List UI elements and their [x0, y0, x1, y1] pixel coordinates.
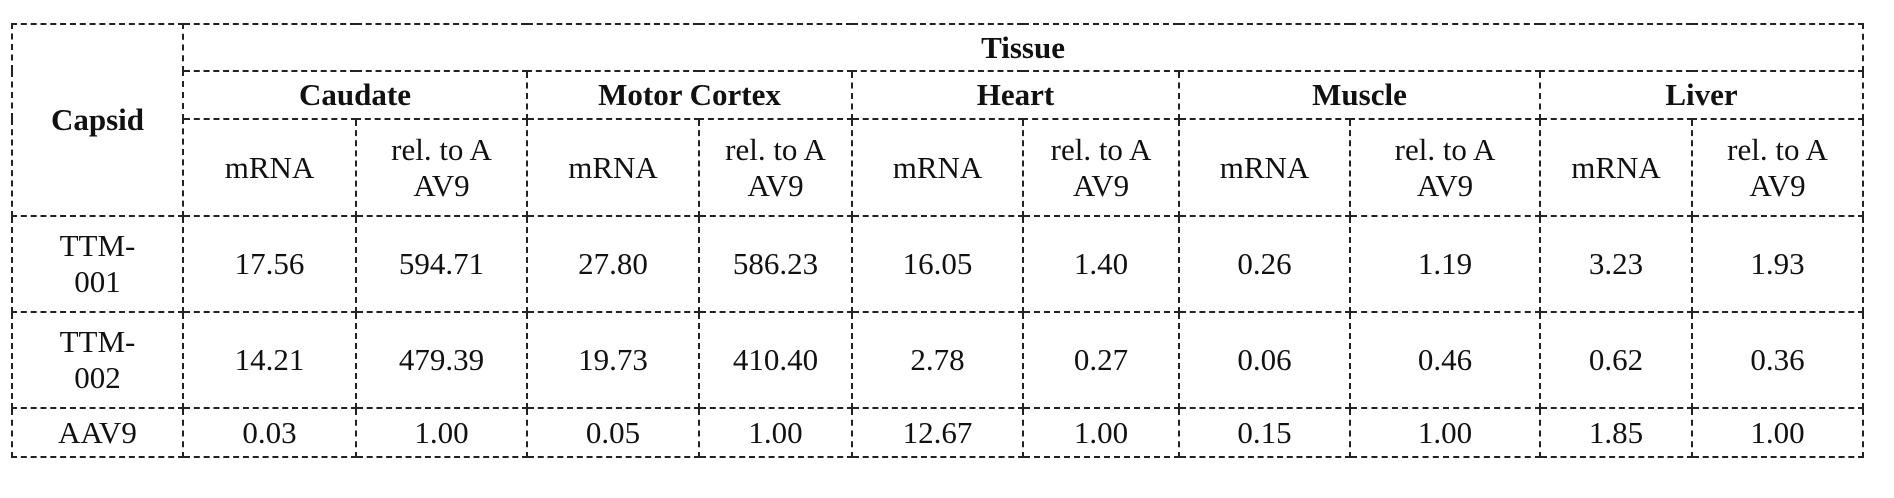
tissue-header: Tissue	[183, 24, 1863, 71]
capsid-header: Capsid	[12, 24, 183, 216]
value-cell: 1.40	[1023, 216, 1179, 312]
value-cell: 1.00	[356, 408, 527, 457]
value-cell: 1.93	[1692, 216, 1863, 312]
value-cell: 2.78	[852, 312, 1023, 408]
value-cell: 586.23	[699, 216, 852, 312]
value-cell: 19.73	[527, 312, 699, 408]
heart-rel-header: rel. to AAV9	[1023, 119, 1179, 216]
table-row: TTM-001 17.56 594.71 27.80 586.23 16.05 …	[12, 216, 1863, 312]
heart-mrna-header: mRNA	[852, 119, 1023, 216]
value-cell: 1.85	[1540, 408, 1692, 457]
value-cell: 0.06	[1179, 312, 1350, 408]
value-cell: 0.26	[1179, 216, 1350, 312]
value-cell: 594.71	[356, 216, 527, 312]
value-cell: 0.15	[1179, 408, 1350, 457]
header-row-tissue: Capsid Tissue	[12, 24, 1863, 71]
value-cell: 16.05	[852, 216, 1023, 312]
caudate-rel-header: rel. to AAV9	[356, 119, 527, 216]
tissue-liver: Liver	[1540, 71, 1863, 119]
value-cell: 0.36	[1692, 312, 1863, 408]
value-cell: 1.00	[1023, 408, 1179, 457]
value-cell: 0.46	[1350, 312, 1540, 408]
value-cell: 0.05	[527, 408, 699, 457]
value-cell: 410.40	[699, 312, 852, 408]
tissue-heart: Heart	[852, 71, 1179, 119]
liver-mrna-header: mRNA	[1540, 119, 1692, 216]
value-cell: 1.19	[1350, 216, 1540, 312]
value-cell: 1.00	[699, 408, 852, 457]
value-cell: 27.80	[527, 216, 699, 312]
table-row: TTM-002 14.21 479.39 19.73 410.40 2.78 0…	[12, 312, 1863, 408]
value-cell: 479.39	[356, 312, 527, 408]
caudate-mrna-header: mRNA	[183, 119, 356, 216]
value-cell: 1.00	[1350, 408, 1540, 457]
capsid-cell: TTM-002	[12, 312, 183, 408]
capsid-cell: TTM-001	[12, 216, 183, 312]
header-row-tissue-groups: Caudate Motor Cortex Heart Muscle Liver	[12, 71, 1863, 119]
muscle-mrna-header: mRNA	[1179, 119, 1350, 216]
motor-cortex-mrna-header: mRNA	[527, 119, 699, 216]
capsid-tissue-expression-table: Capsid Tissue Caudate Motor Cortex Heart…	[11, 23, 1864, 458]
tissue-motor-cortex: Motor Cortex	[527, 71, 852, 119]
value-cell: 1.00	[1692, 408, 1863, 457]
table-row: AAV9 0.03 1.00 0.05 1.00 12.67 1.00 0.15…	[12, 408, 1863, 457]
header-row-metrics: mRNA rel. to AAV9 mRNA rel. to AAV9 mRNA…	[12, 119, 1863, 216]
value-cell: 0.27	[1023, 312, 1179, 408]
value-cell: 0.62	[1540, 312, 1692, 408]
value-cell: 14.21	[183, 312, 356, 408]
motor-cortex-rel-header: rel. to AAV9	[699, 119, 852, 216]
value-cell: 17.56	[183, 216, 356, 312]
capsid-cell: AAV9	[12, 408, 183, 457]
value-cell: 3.23	[1540, 216, 1692, 312]
value-cell: 0.03	[183, 408, 356, 457]
tissue-caudate: Caudate	[183, 71, 527, 119]
tissue-muscle: Muscle	[1179, 71, 1540, 119]
muscle-rel-header: rel. to AAV9	[1350, 119, 1540, 216]
liver-rel-header: rel. to AAV9	[1692, 119, 1863, 216]
value-cell: 12.67	[852, 408, 1023, 457]
